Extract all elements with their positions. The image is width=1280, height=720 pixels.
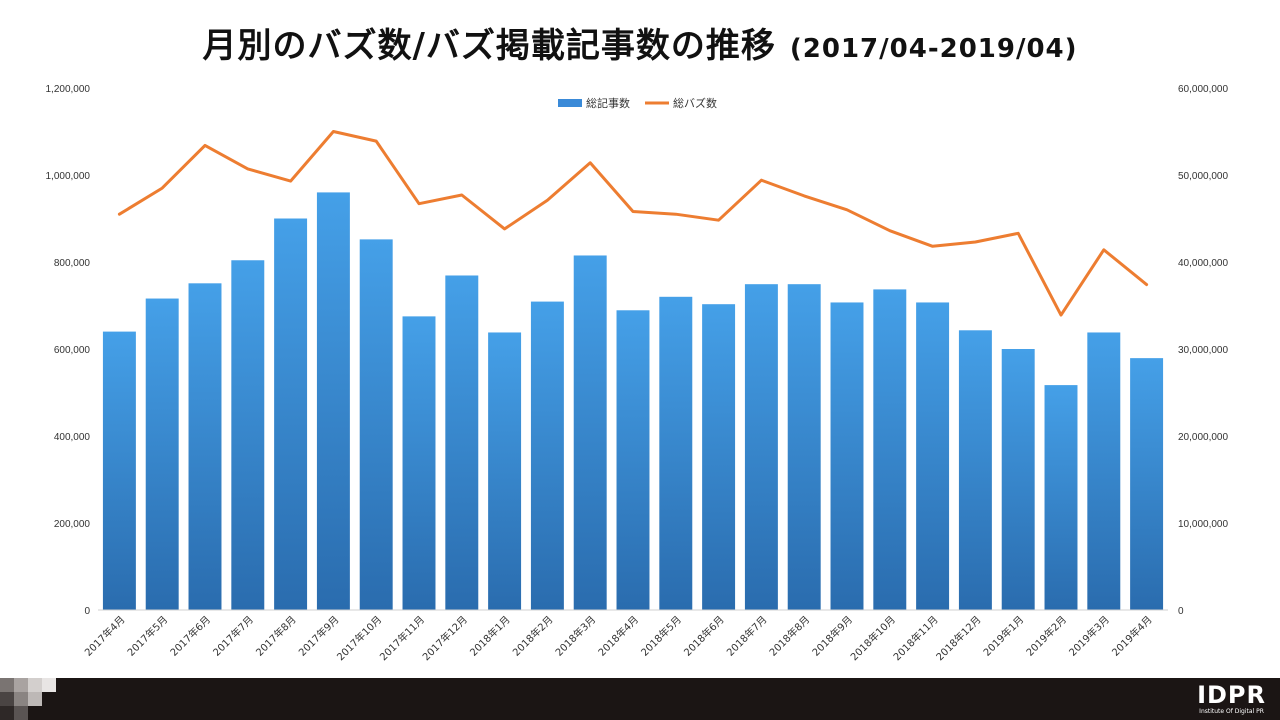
chart-title-period: (2017/04-2019/04) [789,34,1078,64]
bar [744,284,778,610]
bar [231,260,265,610]
bar [787,284,821,610]
bar [702,304,736,610]
left-axis-tick-label: 800,000 [54,258,91,269]
legend: 総記事数 総バズ数 [558,96,717,110]
x-axis-tick-label: 2018年11月 [890,613,940,663]
x-axis-tick-label: 2017年6月 [167,613,213,659]
combo-chart: 0 200,000 400,000 600,000 800,000 1,000,000 1,… [46,84,1229,663]
x-axis-tick-label: 2018年10月 [848,613,898,663]
x-axis-tick-label: 2018年8月 [766,613,812,659]
x-axis-tick-label: 2018年9月 [809,613,855,659]
right-axis-tick-label: 50,000,000 [1178,171,1228,182]
bar [145,298,179,610]
x-axis-tick-label: 2017年9月 [296,613,342,659]
bar [102,331,136,610]
logo-tagline: Institute Of Digital PR [1199,708,1264,715]
footer-bar: IDPR Institute Of Digital PR [0,678,1280,720]
bar [873,289,907,610]
mosaic-decoration [0,678,80,720]
bar [659,296,693,610]
line-series [117,130,1149,317]
line-total-buzz [117,130,1149,317]
right-axis-tick-label: 60,000,000 [1178,84,1228,95]
bar [359,239,393,610]
bar [616,310,650,610]
bar [402,316,436,610]
x-axis-tick-label: 2017年11月 [377,613,427,663]
bar [573,255,607,610]
right-axis-tick-label: 10,000,000 [1178,519,1228,530]
right-axis-tick-label: 20,000,000 [1178,432,1228,443]
x-axis-tick-label: 2018年2月 [510,613,556,659]
right-axis-tick-label: 40,000,000 [1178,258,1228,269]
left-axis-tick-label: 200,000 [54,519,91,530]
left-axis-tick-label: 1,000,000 [46,171,91,182]
chart-title-main: 月別のバズ数/バズ掲載記事数の推移 [202,26,776,66]
x-axis-tick-label: 2017年7月 [210,613,256,659]
bar [1087,332,1121,610]
bar [316,192,350,610]
bar [488,332,522,610]
idpr-logo: IDPR Institute Of Digital PR [1197,682,1266,716]
x-axis-tick-label: 2017年12月 [420,613,470,663]
legend-label-buzz: 総バズ数 [673,96,717,110]
x-axis-tick-label: 2018年7月 [724,613,770,659]
chart-title: 月別のバズ数/バズ掲載記事数の推移 (2017/04-2019/04) [0,18,1280,67]
bar [916,302,950,610]
logo-text: IDPR [1197,681,1266,709]
x-axis-tick-label: 2018年6月 [681,613,727,659]
bar [530,301,564,610]
legend-swatch-articles [558,99,582,107]
x-axis-tick-label: 2019年4月 [1109,613,1155,659]
right-axis-tick-label: 30,000,000 [1178,345,1228,356]
right-axis-tick-label: 0 [1178,606,1184,617]
left-axis-tick-label: 600,000 [54,345,91,356]
x-axis-tick-label: 2017年4月 [82,613,128,659]
left-axis-tick-label: 400,000 [54,432,91,443]
x-axis-tick-label: 2017年8月 [253,613,299,659]
x-axis-tick-label: 2018年5月 [638,613,684,659]
bar [830,302,864,610]
x-axis-tick-label: 2018年1月 [467,613,513,659]
legend-label-articles: 総記事数 [586,96,630,110]
x-axis-tick-label: 2019年3月 [1066,613,1112,659]
bar-series [102,192,1164,610]
bar [1130,358,1164,610]
x-axis-tick-label: 2017年10月 [334,613,384,663]
left-axis-tick-label: 1,200,000 [46,84,91,95]
x-axis-tick-label: 2018年4月 [595,613,641,659]
left-axis-tick-label: 0 [84,606,90,617]
x-axis-tick-label: 2018年12月 [933,613,983,663]
bar [445,275,479,610]
x-axis-tick-label: 2019年2月 [1023,613,1069,659]
bar [1001,349,1035,610]
bar [188,283,222,610]
x-axis-tick-label: 2018年3月 [552,613,598,659]
bar [1044,385,1078,610]
x-axis-tick-label: 2017年5月 [124,613,170,659]
bar [274,218,308,610]
bar [958,330,992,610]
x-axis-tick-label: 2019年1月 [980,613,1026,659]
